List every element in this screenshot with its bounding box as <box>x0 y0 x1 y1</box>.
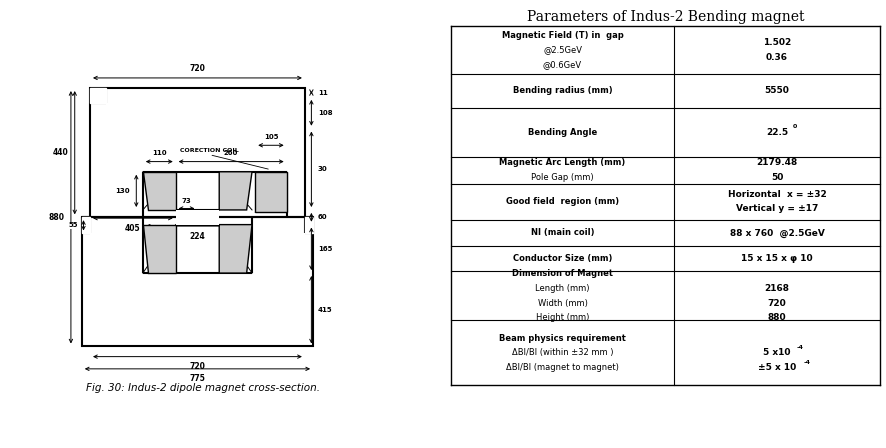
Text: 0: 0 <box>793 124 797 129</box>
Polygon shape <box>143 172 175 210</box>
Text: Width (mm): Width (mm) <box>538 298 587 308</box>
Text: 880: 880 <box>767 313 786 323</box>
Text: 88 x 760  @2.5GeV: 88 x 760 @2.5GeV <box>729 228 824 237</box>
Text: CORECTION COIL: CORECTION COIL <box>180 148 238 153</box>
Text: Bending Angle: Bending Angle <box>528 128 597 137</box>
Text: 415: 415 <box>318 307 332 313</box>
Bar <box>90 88 305 217</box>
Text: 720: 720 <box>767 298 787 308</box>
Bar <box>305 217 313 233</box>
Text: Height (mm): Height (mm) <box>536 313 589 323</box>
Text: 880: 880 <box>49 213 65 222</box>
Text: 130: 130 <box>115 188 129 194</box>
Text: @0.6GeV: @0.6GeV <box>543 60 582 69</box>
Text: 2168: 2168 <box>765 284 789 293</box>
Text: Beam physics requirement: Beam physics requirement <box>499 333 626 343</box>
Text: Conductor Size (mm): Conductor Size (mm) <box>513 254 612 263</box>
Text: Good field  region (mm): Good field region (mm) <box>506 197 619 206</box>
Text: 30: 30 <box>318 166 328 172</box>
Text: 5 x10: 5 x10 <box>763 348 790 358</box>
Text: 440: 440 <box>52 148 68 157</box>
Text: 50: 50 <box>771 173 783 182</box>
Text: ΔBl/Bl (within ±32 mm ): ΔBl/Bl (within ±32 mm ) <box>512 348 613 358</box>
Text: 108: 108 <box>318 110 332 116</box>
Bar <box>90 88 106 103</box>
Text: Dimension of Magnet: Dimension of Magnet <box>512 269 613 278</box>
Text: 73: 73 <box>182 198 191 203</box>
Text: 110: 110 <box>152 150 167 156</box>
Polygon shape <box>219 224 252 273</box>
Text: Pole Gap (mm): Pole Gap (mm) <box>532 173 594 182</box>
Text: 11: 11 <box>318 90 328 95</box>
Polygon shape <box>219 172 252 210</box>
Text: 60: 60 <box>318 214 328 220</box>
Text: Magnetic Arc Length (mm): Magnetic Arc Length (mm) <box>500 158 626 168</box>
Text: -4: -4 <box>804 360 811 365</box>
Text: Length (mm): Length (mm) <box>535 284 590 293</box>
Text: 720: 720 <box>190 64 206 73</box>
Bar <box>82 217 313 346</box>
Text: 22.5: 22.5 <box>766 128 788 137</box>
Text: 0.36: 0.36 <box>766 53 788 62</box>
Text: ΔBl/Bl (magnet to magnet): ΔBl/Bl (magnet to magnet) <box>506 363 619 372</box>
Text: Fig. 30: Indus-2 dipole magnet cross-section.: Fig. 30: Indus-2 dipole magnet cross-sec… <box>86 383 320 393</box>
Text: 5550: 5550 <box>765 86 789 95</box>
Bar <box>82 217 90 233</box>
Text: 55: 55 <box>68 222 78 228</box>
Text: Parameters of Indus-2 Bending magnet: Parameters of Indus-2 Bending magnet <box>526 10 804 24</box>
Text: Horizontal  x = ±32: Horizontal x = ±32 <box>727 190 827 199</box>
Text: 720: 720 <box>190 362 206 371</box>
Text: 260: 260 <box>224 150 238 156</box>
Text: 15 x 15 x φ 10: 15 x 15 x φ 10 <box>742 254 812 263</box>
Text: ±5 x 10: ±5 x 10 <box>758 363 797 372</box>
Text: Vertical y = ±17: Vertical y = ±17 <box>735 204 818 214</box>
Text: 775: 775 <box>190 374 206 383</box>
Text: Bending radius (mm): Bending radius (mm) <box>513 86 612 95</box>
Text: -4: -4 <box>797 345 804 350</box>
Bar <box>175 210 219 224</box>
Text: Magnetic Field (T) in  gap: Magnetic Field (T) in gap <box>501 30 624 40</box>
Text: 165: 165 <box>318 246 332 252</box>
Text: NI (main coil): NI (main coil) <box>531 228 595 237</box>
Bar <box>255 172 286 212</box>
Text: 1.502: 1.502 <box>763 38 791 47</box>
Text: @2.5GeV: @2.5GeV <box>543 45 582 55</box>
Text: 105: 105 <box>264 134 278 140</box>
Text: 2179.48: 2179.48 <box>757 158 797 168</box>
Polygon shape <box>143 224 175 273</box>
Text: 405: 405 <box>125 224 141 233</box>
Text: 224: 224 <box>190 232 206 241</box>
